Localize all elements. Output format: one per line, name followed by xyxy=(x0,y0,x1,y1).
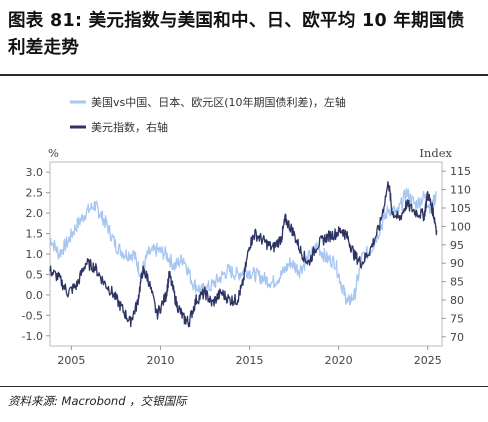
left-tick-label: 0.5 xyxy=(26,268,44,281)
right-tick-label: 70 xyxy=(450,331,464,344)
plot-frame xyxy=(49,161,443,347)
left-tick-label: 3.0 xyxy=(26,166,44,179)
title-divider xyxy=(0,74,488,76)
series-line-spread xyxy=(49,187,438,306)
right-tick-label: 90 xyxy=(450,257,464,270)
left-tick-label: 2.5 xyxy=(26,187,44,200)
right-tick-label: 110 xyxy=(450,184,471,197)
x-tick-label: 2010 xyxy=(146,354,174,367)
right-tick-label: 115 xyxy=(450,165,471,178)
right-axis: 115 110 105 100 95 90 85 80 75 70 xyxy=(442,165,471,344)
series-layer xyxy=(49,181,438,328)
x-tick-label: 2015 xyxy=(236,354,264,367)
left-tick-label: -0.5 xyxy=(22,309,43,322)
left-axis: 3.0 2.5 2.0 1.5 1.0 0.5 0.0 -0.5 -1.0 xyxy=(22,166,50,343)
legend-label-spread: 美国vs中国、日本、欧元区(10年期国债利差)，左轴 xyxy=(91,95,346,109)
chart-title: 图表 81: 美元指数与美国和中、日、欧平均 10 年期国债利差走势 xyxy=(8,11,465,58)
right-axis-unit: Index xyxy=(419,146,452,160)
left-tick-label: 2.0 xyxy=(26,207,44,220)
left-tick-label: 1.0 xyxy=(26,248,44,261)
right-tick-label: 85 xyxy=(450,276,464,289)
source-note: 资料来源: Macrobond ，交银国际 xyxy=(8,394,187,408)
right-tick-label: 75 xyxy=(450,312,464,325)
left-axis-unit: % xyxy=(48,146,59,160)
left-tick-label: 0.0 xyxy=(26,289,44,302)
chart-svg: 美国vs中国、日本、欧元区(10年期国债利差)，左轴 美元指数，右轴 % Ind… xyxy=(22,95,471,367)
left-tick-label: -1.0 xyxy=(22,330,43,343)
series-line-dxy xyxy=(49,181,438,328)
right-tick-label: 100 xyxy=(450,220,471,233)
x-tick-label: 2005 xyxy=(57,354,85,367)
x-tick-label: 2020 xyxy=(325,354,353,367)
left-tick-label: 1.5 xyxy=(26,228,44,241)
x-axis: 2005 2010 2015 2020 2025 xyxy=(57,346,442,367)
right-tick-label: 95 xyxy=(450,239,464,252)
right-tick-label: 105 xyxy=(450,202,471,215)
legend-label-dxy: 美元指数，右轴 xyxy=(91,120,168,134)
legend: 美国vs中国、日本、欧元区(10年期国债利差)，左轴 美元指数，右轴 xyxy=(70,95,346,134)
x-tick-label: 2025 xyxy=(414,354,442,367)
footer-divider xyxy=(0,386,488,387)
right-tick-label: 80 xyxy=(450,294,464,307)
